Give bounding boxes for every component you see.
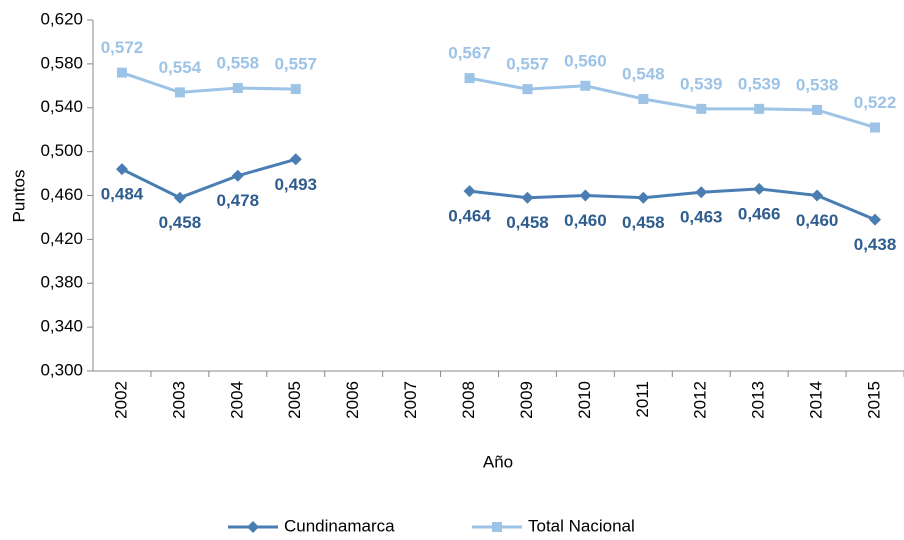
value-label: 0,438 [854, 235, 897, 254]
series-line [121, 157, 876, 222]
x-tick-label: 2006 [343, 381, 362, 419]
x-tick-label: 2010 [575, 381, 594, 419]
marker [869, 213, 882, 226]
marker [522, 84, 533, 95]
y-tick-label: 0,580 [40, 53, 83, 72]
marker [116, 67, 127, 78]
value-label: 0,458 [506, 213, 549, 232]
y-tick-label: 0,420 [40, 229, 83, 248]
marker [232, 83, 243, 94]
value-label: 0,554 [159, 58, 202, 77]
value-label: 0,560 [564, 51, 607, 70]
y-axis-title: Puntos [9, 170, 28, 223]
y-tick-label: 0,340 [40, 317, 83, 336]
value-label: 0,522 [854, 93, 897, 112]
marker [870, 122, 881, 133]
x-tick-label: 2014 [807, 381, 826, 419]
y-tick-label: 0,620 [40, 9, 83, 28]
value-label: 0,538 [796, 75, 839, 94]
marker [492, 522, 502, 532]
marker [638, 93, 649, 104]
marker [580, 80, 591, 91]
x-tick-label: 2009 [517, 381, 536, 419]
x-tick-label: 2008 [459, 381, 478, 419]
marker [579, 189, 592, 202]
marker [463, 185, 476, 198]
marker [290, 84, 301, 95]
value-label: 0,572 [101, 38, 144, 57]
value-label: 0,460 [796, 211, 839, 230]
value-label: 0,557 [506, 55, 549, 74]
value-label: 0,478 [217, 191, 260, 210]
marker [231, 169, 244, 182]
marker [753, 182, 766, 195]
y-tick-label: 0,380 [40, 273, 83, 292]
value-label: 0,466 [738, 204, 781, 223]
x-tick-label: 2003 [169, 381, 188, 419]
marker [811, 189, 824, 202]
marker [289, 153, 302, 166]
value-label: 0,484 [101, 185, 144, 204]
y-tick-label: 0,500 [40, 141, 83, 160]
value-label: 0,539 [680, 74, 723, 93]
y-tick-label: 0,300 [40, 360, 83, 379]
x-tick-label: 2013 [749, 381, 768, 419]
x-tick-label: 2002 [111, 381, 130, 419]
value-label: 0,464 [448, 207, 491, 226]
x-tick-label: 2015 [865, 381, 884, 419]
y-tick-label: 0,460 [40, 185, 83, 204]
marker [696, 103, 707, 114]
value-label: 0,558 [217, 53, 260, 72]
x-tick-label: 2005 [285, 381, 304, 419]
marker [174, 87, 185, 98]
x-tick-label: 2011 [633, 381, 652, 418]
value-label: 0,548 [622, 64, 665, 83]
y-tick-label: 0,540 [40, 97, 83, 116]
marker [754, 103, 765, 114]
marker [247, 521, 259, 533]
legend-label: Total Nacional [528, 516, 635, 535]
x-tick-label: 2012 [691, 381, 710, 419]
value-label: 0,567 [448, 44, 491, 63]
x-axis-title: Año [483, 452, 513, 471]
legend-label: Cundinamarca [284, 516, 395, 535]
marker [521, 191, 534, 204]
value-label: 0,460 [564, 211, 607, 230]
marker [695, 186, 708, 199]
x-tick-label: 2004 [227, 381, 246, 419]
value-label: 0,458 [622, 213, 665, 232]
series-line [121, 71, 876, 129]
marker [637, 191, 650, 204]
value-label: 0,463 [680, 208, 723, 227]
value-label: 0,458 [159, 213, 202, 232]
value-label: 0,493 [274, 175, 317, 194]
value-label: 0,539 [738, 74, 781, 93]
value-label: 0,557 [274, 55, 317, 74]
marker [464, 73, 475, 84]
marker [173, 191, 186, 204]
marker [812, 104, 823, 115]
x-tick-label: 2007 [401, 381, 420, 419]
marker [115, 163, 128, 176]
